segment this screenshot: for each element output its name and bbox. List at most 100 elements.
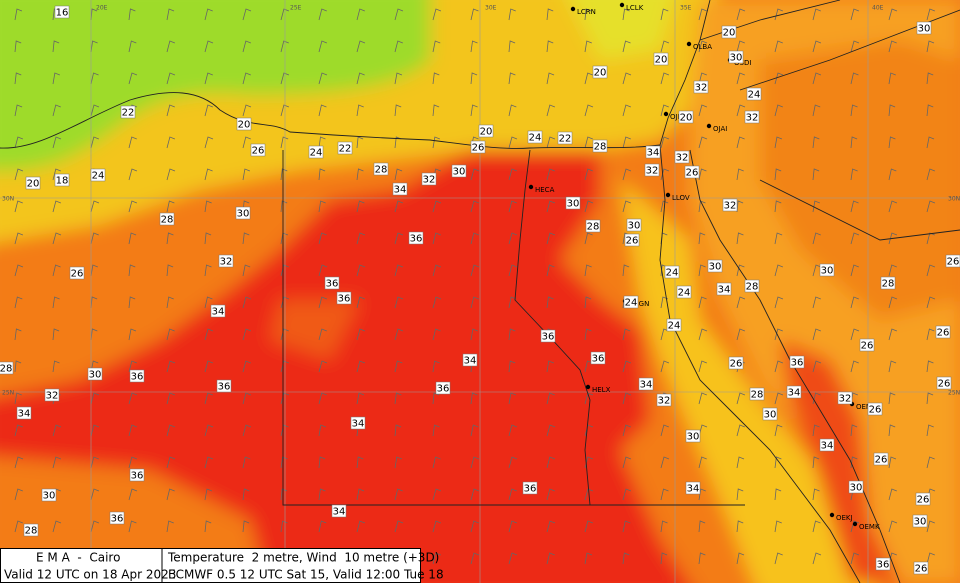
wind-barb	[470, 456, 480, 469]
wind-barb	[318, 520, 327, 533]
temperature-label: 32	[220, 257, 233, 268]
wind-barb	[926, 520, 935, 533]
wind-barb	[622, 8, 630, 21]
temperature-label: 30	[687, 432, 700, 443]
wind-barb	[242, 488, 250, 501]
wind-barb	[166, 104, 175, 117]
temperature-label-box	[913, 561, 929, 575]
station-dot	[665, 192, 671, 198]
temperature-label: 26	[626, 236, 639, 247]
wind-barb	[698, 296, 707, 309]
wind-barb	[204, 488, 213, 501]
wind-barb	[660, 520, 668, 533]
temperature-label: 34	[647, 148, 660, 159]
wind-barb	[508, 264, 518, 277]
wind-barb	[926, 104, 934, 117]
wind-barb	[242, 296, 252, 309]
temperature-label: 34	[788, 388, 801, 399]
wind-barb	[204, 104, 213, 117]
temperature-label: 30	[918, 24, 931, 35]
wind-barb	[14, 296, 23, 309]
wind-barb	[546, 8, 554, 21]
temperature-label: 28	[375, 165, 388, 176]
wind-barb	[318, 40, 328, 53]
wind-barb	[470, 40, 478, 53]
wind-barb	[812, 40, 822, 53]
temperature-label: 30	[43, 491, 56, 502]
wind-barb	[850, 360, 859, 373]
wind-barb	[204, 72, 213, 85]
temperature-label-box	[848, 480, 864, 494]
wind-barb	[622, 200, 631, 213]
wind-barb	[508, 232, 518, 245]
temperature-label-box	[867, 402, 883, 416]
wind-barb	[470, 168, 480, 181]
temperature-label: 22	[122, 108, 135, 119]
station-dot	[619, 2, 625, 8]
wind-barb	[356, 488, 365, 501]
wind-barb	[318, 424, 326, 437]
temperature-label-box	[728, 356, 744, 370]
wind-barb	[280, 392, 290, 405]
wind-barb	[432, 232, 441, 245]
wind-barb	[204, 40, 214, 53]
temperature-label: 20	[480, 127, 493, 138]
temperature-label: 34	[821, 441, 834, 452]
temperature-label: 36	[338, 294, 351, 305]
wind-barb	[736, 392, 746, 405]
temperature-label: 26	[947, 257, 960, 268]
temperature-label: 36	[592, 354, 605, 365]
wind-barb	[52, 360, 60, 373]
wind-barb	[52, 40, 60, 53]
wind-barb	[546, 104, 556, 117]
wind-barb	[204, 232, 212, 245]
wind-barb	[128, 168, 138, 181]
temperature-label-box	[645, 145, 661, 159]
wind-barb	[128, 328, 137, 341]
wind-barb	[774, 520, 782, 533]
wind-barb	[584, 200, 594, 213]
wind-barb	[926, 296, 936, 309]
field-green	[0, 0, 430, 171]
wind-barb	[660, 40, 670, 53]
wind-barb	[736, 328, 746, 341]
field-yellow-green	[570, 0, 675, 60]
header-field: Temperature 2 metre, Wind 10 metre (+3D)	[167, 551, 439, 565]
wind-barb	[432, 40, 441, 53]
wind-barb	[698, 168, 707, 181]
station-dot	[706, 123, 712, 129]
wind-barb	[432, 488, 442, 501]
wind-barb	[318, 200, 326, 213]
wind-barb	[774, 328, 783, 341]
temperature-label-box	[716, 282, 732, 296]
wind-barb	[850, 136, 858, 149]
temperature-label: 26	[861, 341, 874, 352]
wind-barb	[128, 264, 136, 277]
temperature-label: 36	[542, 332, 555, 343]
wind-barb	[52, 328, 60, 341]
temperature-label: 20	[723, 28, 736, 39]
wind-barb	[470, 552, 480, 565]
temperature-label-box	[478, 124, 494, 138]
wind-barb	[166, 264, 174, 277]
temperature-label: 30	[914, 517, 927, 528]
temperature-label-box	[722, 198, 738, 212]
temperature-label-box	[408, 231, 424, 245]
wind-barb	[394, 424, 402, 437]
wind-barb	[432, 456, 441, 469]
wind-barb	[546, 296, 554, 309]
temperature-label: 32	[423, 175, 436, 186]
wind-barb	[166, 296, 174, 309]
temperature-label: 30	[730, 53, 743, 64]
temperature-label: 36	[410, 234, 423, 245]
wind-barb	[166, 424, 175, 437]
wind-barb	[204, 520, 212, 533]
temperature-label-box	[626, 218, 642, 232]
wind-barb	[698, 8, 707, 21]
grid-label: 30N	[2, 196, 14, 203]
grid-label: 40E	[872, 5, 884, 12]
temperature-label-box	[624, 233, 640, 247]
wind-barb	[850, 552, 860, 565]
wind-barb	[698, 520, 706, 533]
